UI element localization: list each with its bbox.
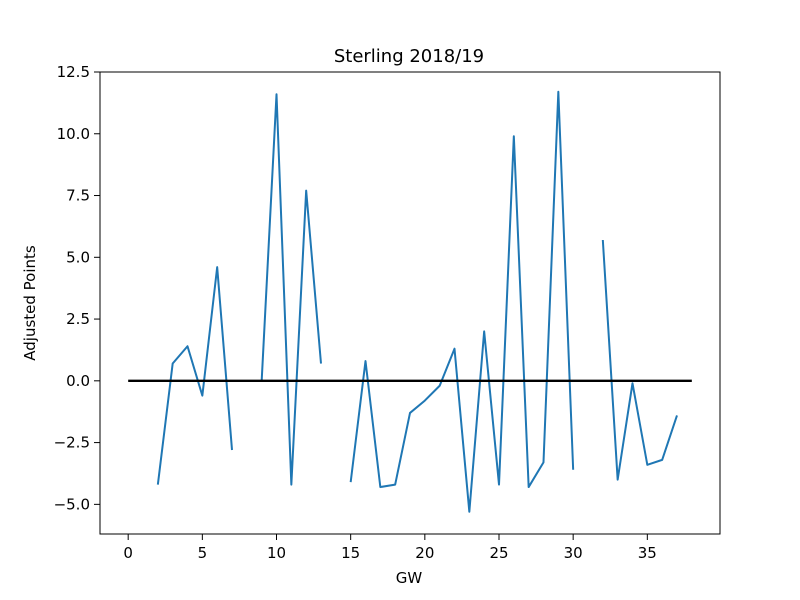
chart-title: Sterling 2018/19	[334, 46, 484, 67]
x-tick-label: 20	[415, 544, 434, 562]
plot-area	[99, 71, 721, 535]
y-tick-label: 12.5	[57, 63, 90, 81]
series-layer	[128, 90, 692, 513]
x-tick-label: 5	[198, 544, 208, 562]
x-tick-label: 30	[564, 544, 583, 562]
x-tick-label: 0	[123, 544, 133, 562]
y-axis: 12.5 10.0 7.5 5.0 2.5 0.0 −2.5 −5.0	[54, 63, 100, 513]
y-tick-label: 7.5	[66, 187, 90, 205]
y-tick-label: 0.0	[66, 372, 90, 390]
x-axis: 0 5 10 15 20 25 30 35	[123, 534, 657, 562]
plot-frame	[99, 71, 721, 535]
y-tick-label: 10.0	[57, 125, 90, 143]
x-axis-label: GW	[396, 569, 423, 587]
y-tick-label: 2.5	[66, 310, 90, 328]
x-tick-label: 15	[341, 544, 360, 562]
y-tick-label: −5.0	[54, 495, 90, 513]
x-tick-label: 25	[489, 544, 508, 562]
y-tick-label: 5.0	[66, 248, 90, 266]
y-tick-label: −2.5	[54, 434, 90, 452]
series-line-segment	[601, 239, 678, 481]
x-tick-label: 10	[267, 544, 286, 562]
y-axis-label: Adjusted Points	[21, 245, 39, 361]
series-line-segment	[156, 266, 234, 485]
x-tick-label: 35	[638, 544, 657, 562]
series-line-segment	[349, 90, 575, 513]
